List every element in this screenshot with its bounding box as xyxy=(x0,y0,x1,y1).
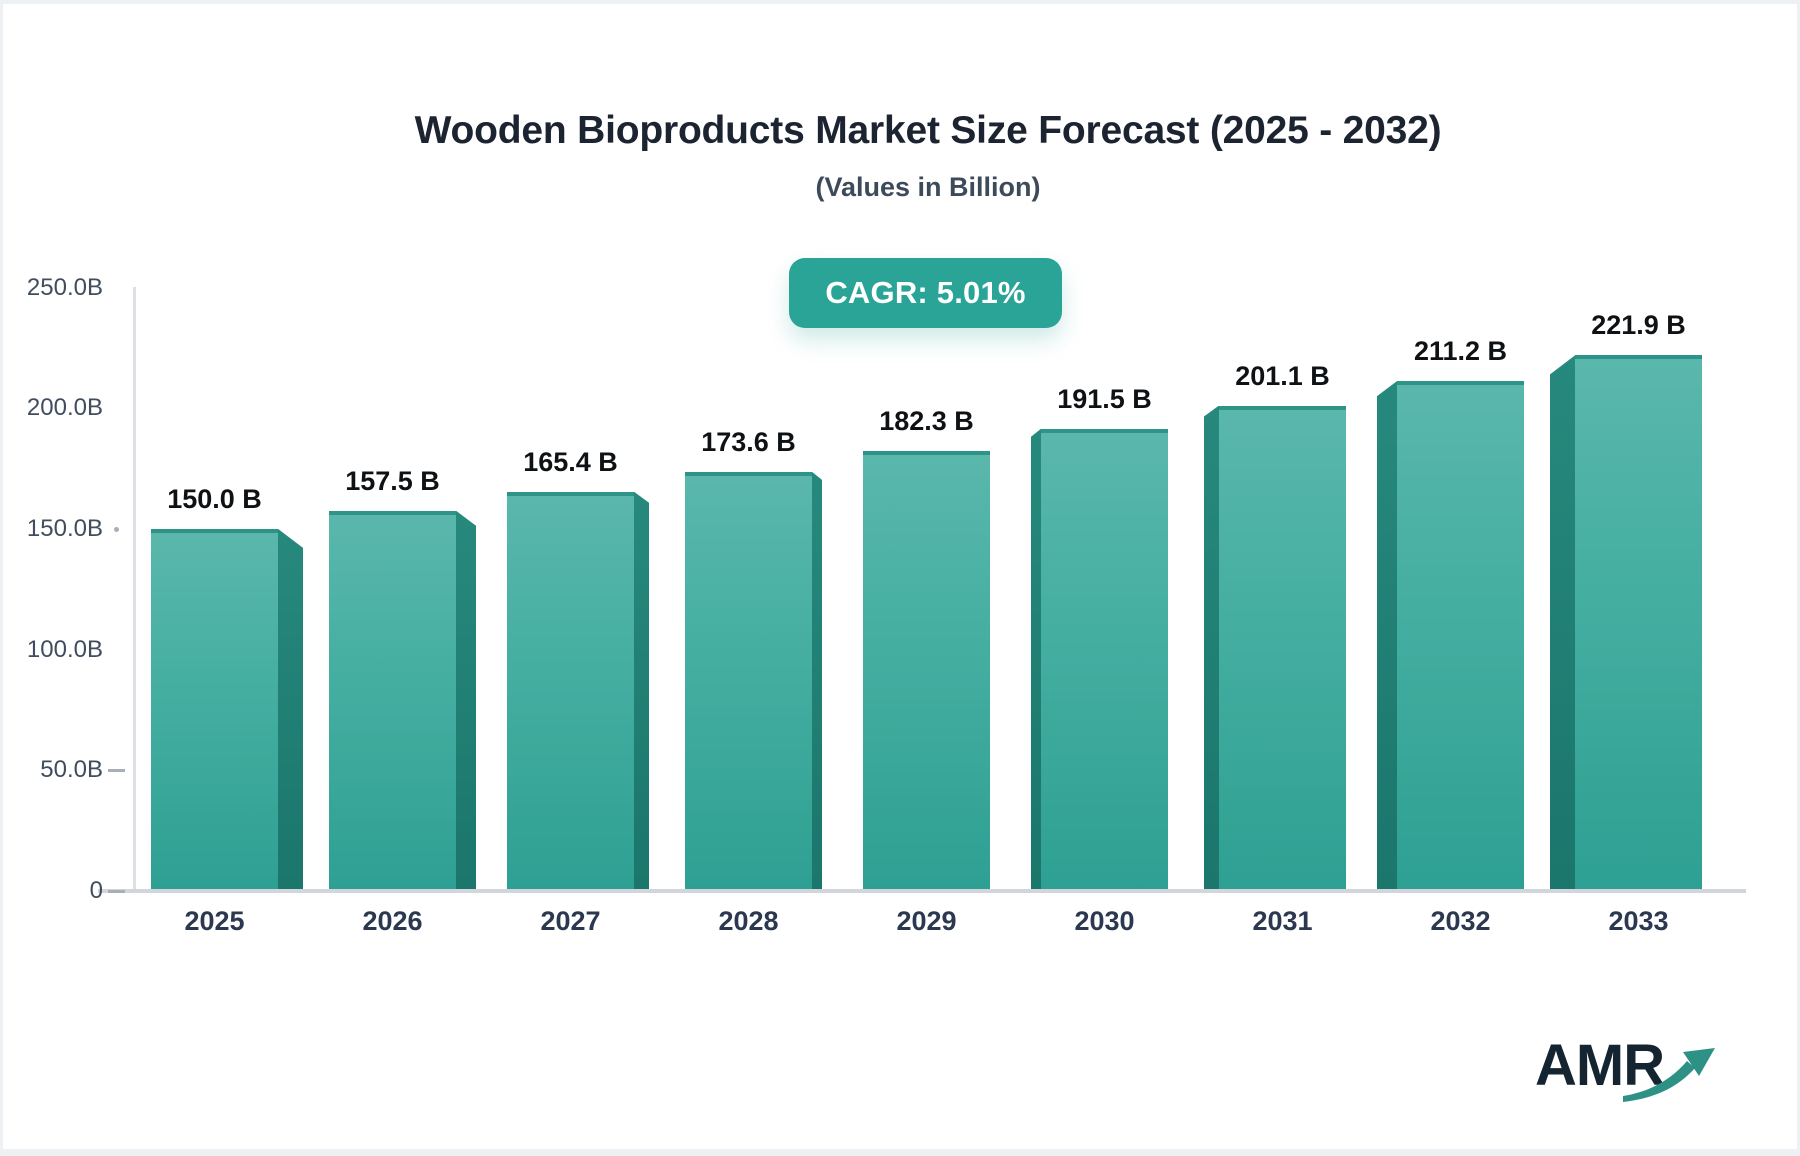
cagr-badge-label: CAGR: 5.01% xyxy=(825,275,1026,310)
bar-2030 xyxy=(1041,428,1168,889)
x-tick-label-2032: 2032 xyxy=(1430,906,1491,936)
bar-value-label-2028: 173.6 B xyxy=(701,426,796,457)
y-tick-label-100.0B: 100.0B xyxy=(26,635,103,663)
x-tick-label-2031: 2031 xyxy=(1252,906,1313,936)
x-tick-label-2025: 2025 xyxy=(184,906,245,936)
bar-2032 xyxy=(1397,381,1524,889)
chart-title: Wooden Bioproducts Market Size Forecast … xyxy=(414,109,1442,152)
bar-side-2030 xyxy=(1031,428,1041,889)
y-tick-mark-0 xyxy=(108,890,125,893)
bar-side-2032 xyxy=(1377,381,1397,889)
bar-side-2025 xyxy=(278,528,303,889)
y-tick-label-150.0B: 150.0B xyxy=(26,514,103,542)
bar-side-2027 xyxy=(634,491,649,889)
bar-2033 xyxy=(1575,355,1702,889)
bar-2028 xyxy=(685,471,812,889)
x-tick-label-2027: 2027 xyxy=(540,906,601,936)
y-tick-label-0: 0 xyxy=(89,877,103,904)
bar-value-label-2033: 221.9 B xyxy=(1591,310,1686,341)
amr-logo-text: AMR xyxy=(1535,1033,1665,1098)
growth-arrow-icon xyxy=(1623,1048,1715,1102)
bar-value-label-2027: 165.4 B xyxy=(523,446,618,477)
x-axis-baseline xyxy=(98,889,1746,893)
y-tick-label-50.0B: 50.0B xyxy=(40,756,103,784)
bar-value-label-2030: 191.5 B xyxy=(1057,383,1152,414)
x-tick-label-2029: 2029 xyxy=(896,906,957,936)
y-tick-label-200.0B: 200.0B xyxy=(26,394,103,422)
cagr-badge: CAGR: 5.01% xyxy=(789,258,1062,328)
bar-2031 xyxy=(1219,405,1346,889)
chart-card: Wooden Bioproducts Market Size Forecast … xyxy=(3,4,1797,1149)
chart-subtitle: (Values in Billion) xyxy=(815,172,1041,202)
bar-side-2033 xyxy=(1550,355,1575,889)
y-tick-mark-150.0B xyxy=(114,526,119,532)
bar-2025 xyxy=(151,528,278,889)
x-tick-label-2030: 2030 xyxy=(1074,906,1135,936)
bar-side-2028 xyxy=(812,471,822,889)
bar-value-label-2031: 201.1 B xyxy=(1235,360,1330,391)
amr-logo: AMR xyxy=(1535,1032,1735,1112)
bar-value-label-2032: 211.2 B xyxy=(1413,336,1508,367)
x-tick-label-2033: 2033 xyxy=(1608,906,1669,936)
bar-side-2031 xyxy=(1204,405,1219,889)
bar-2026 xyxy=(329,510,456,889)
y-axis-line xyxy=(133,287,136,890)
bar-side-2026 xyxy=(456,510,476,889)
bar-2029 xyxy=(863,450,990,889)
x-tick-label-2026: 2026 xyxy=(362,906,423,936)
y-tick-mark-50.0B xyxy=(108,769,125,773)
y-tick-label-250.0B: 250.0B xyxy=(26,273,103,301)
bar-value-label-2029: 182.3 B xyxy=(879,405,974,436)
bar-2027 xyxy=(507,491,634,889)
bar-value-label-2025: 150.0 B xyxy=(167,483,262,514)
bar-chart-plot: 250.0B 200.0B 150.0B 100.0B 50.0B 0 150.0 B 202… xyxy=(3,4,1797,1149)
x-tick-label-2028: 2028 xyxy=(718,906,779,936)
bar-value-label-2026: 157.5 B xyxy=(345,465,440,496)
